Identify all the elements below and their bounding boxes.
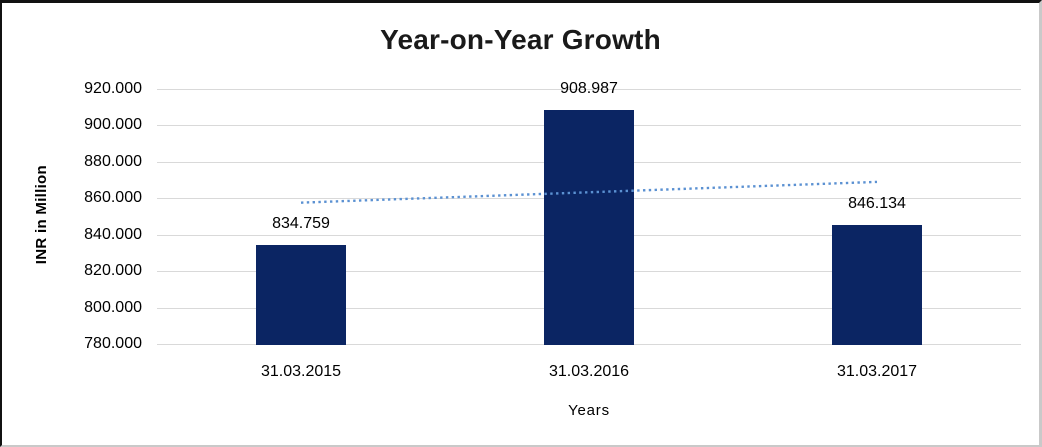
bar-value-label: 834.759 bbox=[272, 215, 330, 233]
y-tick-label: 860.000 bbox=[84, 189, 142, 206]
chart-title: Year-on-Year Growth bbox=[380, 24, 661, 55]
bar-value-label: 908.987 bbox=[560, 80, 618, 98]
y-tick-label: 820.000 bbox=[84, 262, 142, 279]
y-tick-label: 920.000 bbox=[84, 80, 142, 97]
bar-value-label: 846.134 bbox=[848, 194, 906, 212]
trendline bbox=[300, 180, 878, 204]
y-axis-labels: 920.000 900.000 880.000 860.000 840.000 820.0… bbox=[32, 80, 142, 352]
x-axis-title: Years bbox=[568, 402, 610, 419]
y-tick-label: 800.000 bbox=[84, 299, 142, 316]
y-tick-label: 780.000 bbox=[84, 335, 142, 352]
bar bbox=[832, 224, 922, 345]
gridline bbox=[157, 89, 1021, 90]
x-tick-label: 31.03.2016 bbox=[548, 363, 630, 380]
x-axis-labels: 31.03.2015 31.03.2016 31.03.2017 bbox=[157, 363, 1021, 385]
bar bbox=[544, 110, 634, 345]
bar bbox=[256, 245, 346, 345]
y-tick-label: 840.000 bbox=[84, 226, 142, 243]
y-tick-label: 900.000 bbox=[84, 116, 142, 133]
x-tick-label: 31.03.2015 bbox=[260, 363, 342, 380]
y-tick-label: 880.000 bbox=[84, 153, 142, 170]
x-tick-label: 31.03.2017 bbox=[836, 363, 918, 380]
trend-line bbox=[300, 180, 878, 204]
plot-area: 834.759 908.987 846.134 bbox=[157, 80, 1021, 345]
